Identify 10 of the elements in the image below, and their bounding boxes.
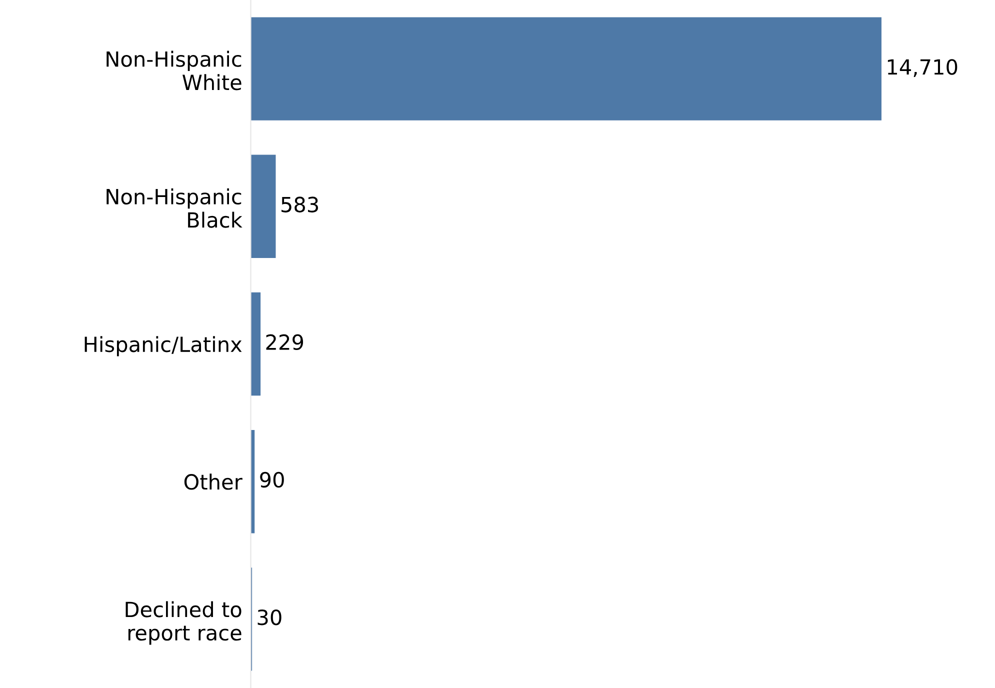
y-tick-label: Declined to report race xyxy=(126,601,242,645)
y-tick-label: Hispanic/Latinx xyxy=(84,336,242,356)
data-label: 30 xyxy=(258,609,282,626)
y-tick-label: Non-Hispanic White xyxy=(106,50,242,90)
data-label: 14,710 xyxy=(888,59,958,77)
data-label: 229 xyxy=(266,334,304,350)
y-tick-label: Other xyxy=(184,474,242,490)
y-tick-label: Non-Hispanic Black xyxy=(106,188,242,228)
data-label: 583 xyxy=(282,196,318,212)
data-label: 90 xyxy=(260,472,284,488)
